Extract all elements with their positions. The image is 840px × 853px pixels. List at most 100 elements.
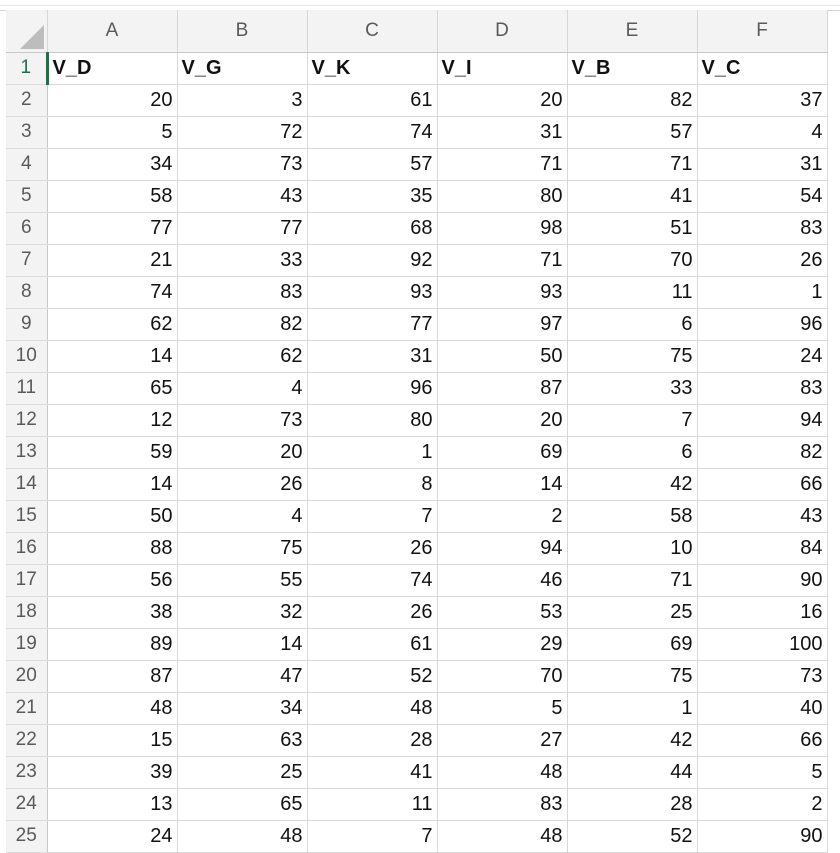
data-cell[interactable]: 46: [437, 564, 568, 597]
data-cell[interactable]: 53: [437, 596, 568, 629]
header-cell[interactable]: V_I: [437, 52, 568, 85]
data-cell[interactable]: 83: [697, 212, 828, 245]
data-cell[interactable]: 84: [697, 532, 828, 565]
data-cell[interactable]: 70: [437, 660, 568, 693]
data-cell[interactable]: 96: [697, 308, 828, 341]
data-cell[interactable]: 20: [47, 84, 178, 117]
data-cell[interactable]: 56: [47, 564, 178, 597]
data-cell[interactable]: 5: [437, 692, 568, 725]
row-header[interactable]: 14: [6, 468, 48, 501]
data-cell[interactable]: 82: [697, 436, 828, 469]
row-header[interactable]: 10: [6, 340, 48, 373]
data-cell[interactable]: 34: [47, 148, 178, 181]
data-cell[interactable]: 31: [437, 116, 568, 149]
data-cell[interactable]: 68: [307, 212, 438, 245]
row-header[interactable]: 1: [6, 52, 49, 85]
row-header[interactable]: 13: [6, 436, 48, 469]
data-cell[interactable]: 21: [47, 244, 178, 277]
data-cell[interactable]: 43: [697, 500, 828, 533]
data-cell[interactable]: 24: [47, 820, 178, 853]
row-header[interactable]: 5: [6, 180, 48, 213]
data-cell[interactable]: 33: [567, 372, 698, 405]
data-cell[interactable]: 35: [307, 180, 438, 213]
data-cell[interactable]: 44: [567, 756, 698, 789]
data-cell[interactable]: 14: [47, 340, 178, 373]
data-cell[interactable]: 50: [47, 500, 178, 533]
data-cell[interactable]: 57: [307, 148, 438, 181]
data-cell[interactable]: 7: [307, 500, 438, 533]
data-cell[interactable]: 8: [307, 468, 438, 501]
data-cell[interactable]: 37: [697, 84, 828, 117]
data-cell[interactable]: 32: [177, 596, 308, 629]
data-cell[interactable]: 48: [437, 820, 568, 853]
data-cell[interactable]: 71: [437, 148, 568, 181]
column-header-a[interactable]: A: [47, 10, 178, 53]
data-cell[interactable]: 20: [177, 436, 308, 469]
data-cell[interactable]: 6: [567, 436, 698, 469]
data-cell[interactable]: 66: [697, 468, 828, 501]
column-header-b[interactable]: B: [177, 10, 308, 53]
data-cell[interactable]: 63: [177, 724, 308, 757]
data-cell[interactable]: 15: [47, 724, 178, 757]
data-cell[interactable]: 58: [567, 500, 698, 533]
data-cell[interactable]: 47: [177, 660, 308, 693]
data-cell[interactable]: 26: [307, 532, 438, 565]
data-cell[interactable]: 70: [567, 244, 698, 277]
data-cell[interactable]: 66: [697, 724, 828, 757]
data-cell[interactable]: 57: [567, 116, 698, 149]
data-cell[interactable]: 71: [567, 148, 698, 181]
data-cell[interactable]: 48: [307, 692, 438, 725]
data-cell[interactable]: 1: [697, 276, 828, 309]
row-header[interactable]: 9: [6, 308, 48, 341]
row-header[interactable]: 23: [6, 756, 48, 789]
data-cell[interactable]: 77: [177, 212, 308, 245]
data-cell[interactable]: 14: [437, 468, 568, 501]
data-cell[interactable]: 96: [307, 372, 438, 405]
data-cell[interactable]: 28: [307, 724, 438, 757]
data-cell[interactable]: 13: [47, 788, 178, 821]
data-cell[interactable]: 5: [697, 756, 828, 789]
data-cell[interactable]: 2: [437, 500, 568, 533]
data-cell[interactable]: 90: [697, 820, 828, 853]
row-header[interactable]: 7: [6, 244, 48, 277]
data-cell[interactable]: 29: [437, 628, 568, 661]
data-cell[interactable]: 34: [177, 692, 308, 725]
data-cell[interactable]: 1: [307, 436, 438, 469]
data-cell[interactable]: 41: [567, 180, 698, 213]
row-header[interactable]: 4: [6, 148, 48, 181]
data-cell[interactable]: 6: [567, 308, 698, 341]
data-cell[interactable]: 7: [567, 404, 698, 437]
select-all-corner[interactable]: [6, 10, 48, 53]
data-cell[interactable]: 48: [437, 756, 568, 789]
data-cell[interactable]: 5: [47, 116, 178, 149]
data-cell[interactable]: 11: [567, 276, 698, 309]
data-cell[interactable]: 100: [697, 628, 828, 661]
row-header[interactable]: 8: [6, 276, 48, 309]
data-cell[interactable]: 80: [437, 180, 568, 213]
data-cell[interactable]: 61: [307, 628, 438, 661]
data-cell[interactable]: 93: [437, 276, 568, 309]
header-cell[interactable]: V_D: [47, 52, 178, 85]
data-cell[interactable]: 4: [177, 372, 308, 405]
data-cell[interactable]: 75: [567, 660, 698, 693]
row-header[interactable]: 25: [6, 820, 48, 853]
data-cell[interactable]: 33: [177, 244, 308, 277]
data-cell[interactable]: 39: [47, 756, 178, 789]
data-cell[interactable]: 69: [567, 628, 698, 661]
data-cell[interactable]: 69: [437, 436, 568, 469]
data-cell[interactable]: 62: [47, 308, 178, 341]
data-cell[interactable]: 42: [567, 724, 698, 757]
row-header[interactable]: 18: [6, 596, 48, 629]
data-cell[interactable]: 26: [177, 468, 308, 501]
row-header[interactable]: 17: [6, 564, 48, 597]
data-cell[interactable]: 72: [177, 116, 308, 149]
data-cell[interactable]: 94: [697, 404, 828, 437]
data-cell[interactable]: 90: [697, 564, 828, 597]
data-cell[interactable]: 74: [307, 564, 438, 597]
data-cell[interactable]: 98: [437, 212, 568, 245]
data-cell[interactable]: 80: [307, 404, 438, 437]
data-cell[interactable]: 27: [437, 724, 568, 757]
data-cell[interactable]: 74: [307, 116, 438, 149]
data-cell[interactable]: 77: [47, 212, 178, 245]
data-cell[interactable]: 73: [177, 148, 308, 181]
